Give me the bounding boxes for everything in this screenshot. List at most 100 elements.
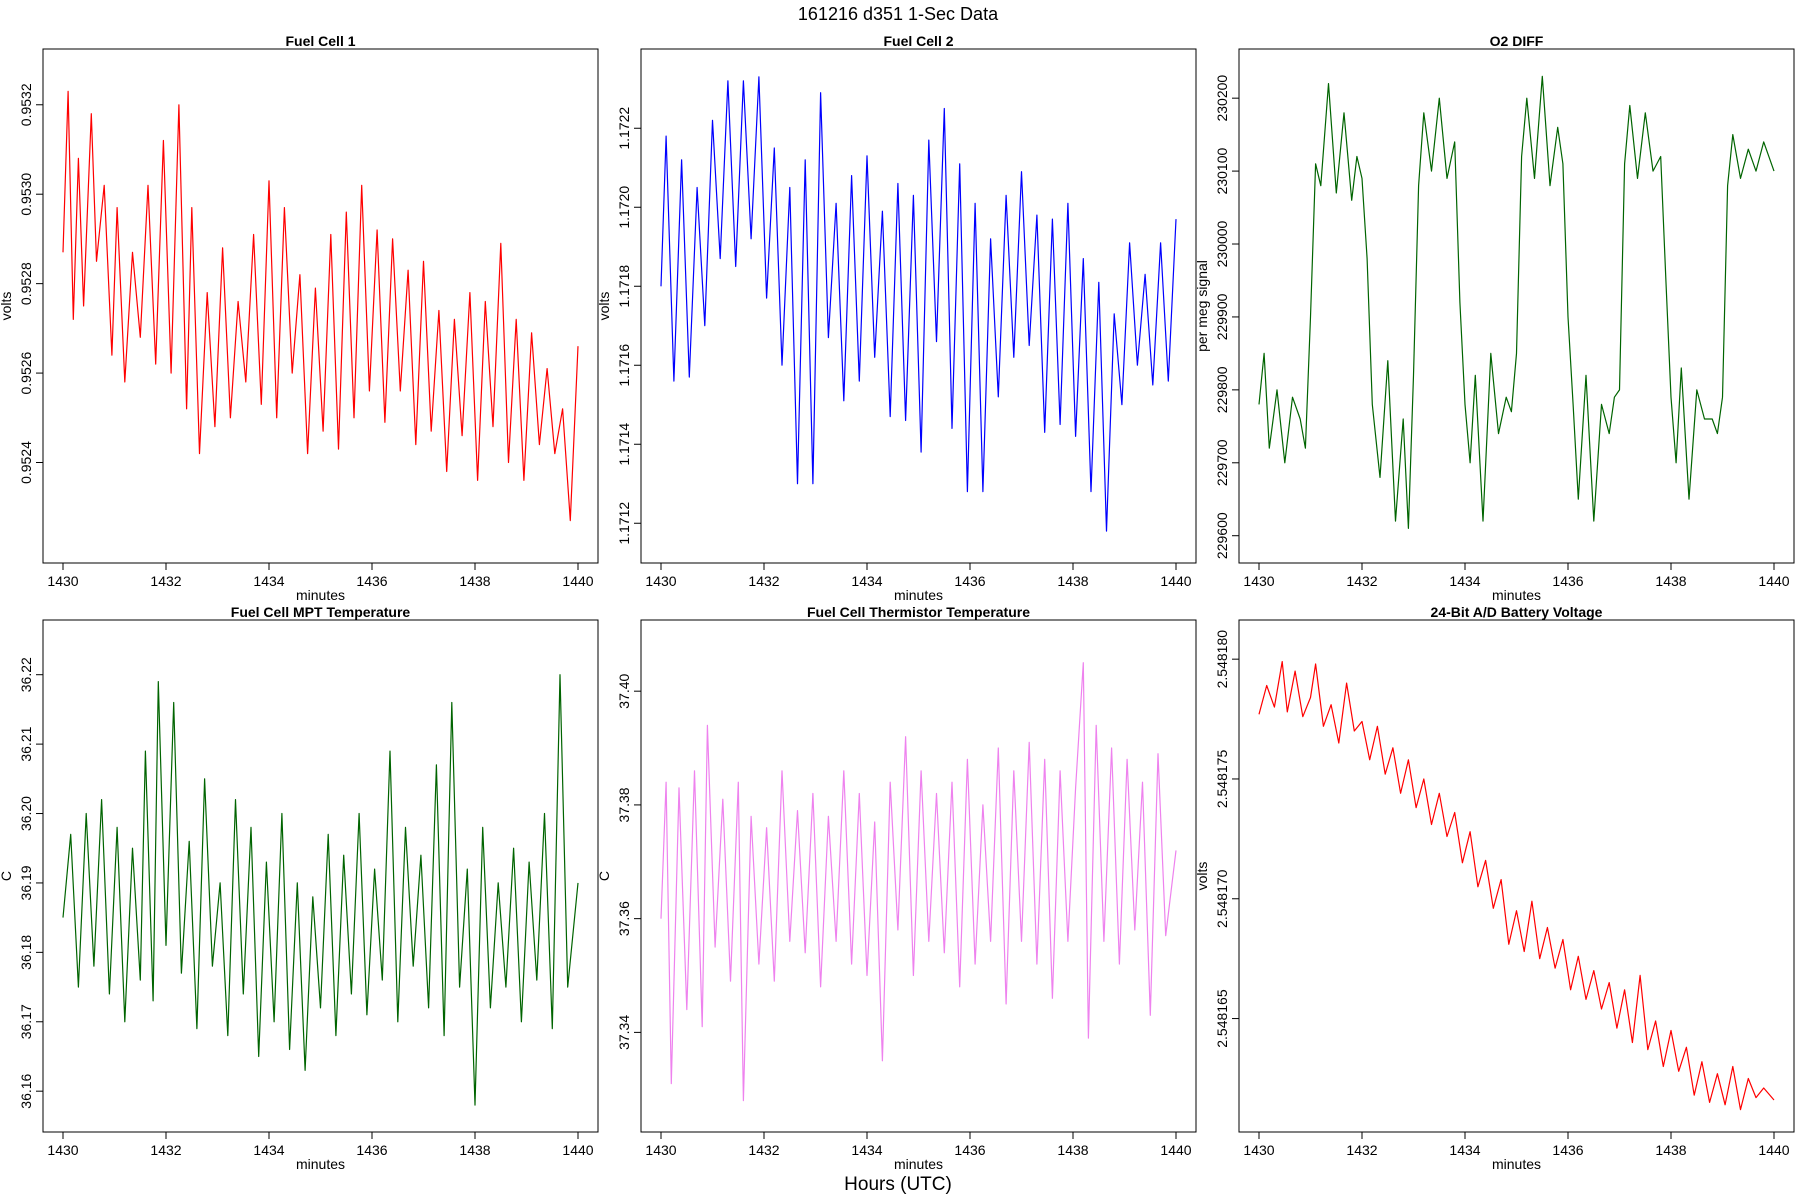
y-tick-label: 37.36 — [616, 901, 632, 936]
x-tick-label: 1434 — [1449, 1142, 1480, 1158]
plot-frame — [640, 619, 1197, 1133]
y-tick-label: 36.18 — [18, 935, 34, 970]
y-tick-label: 230000 — [1214, 220, 1230, 267]
x-tick-label: 1438 — [1057, 1142, 1088, 1158]
y-tick-label: 0.9528 — [18, 262, 34, 305]
plot-frame — [42, 48, 599, 564]
y-tick-label: 36.20 — [18, 796, 34, 831]
x-tick-label: 1438 — [1057, 573, 1088, 589]
x-tick-label: 1432 — [748, 1142, 779, 1158]
y-tick-label: 229600 — [1214, 512, 1230, 559]
y-tick-label: 37.38 — [616, 787, 632, 822]
x-tick-label: 1432 — [150, 1142, 181, 1158]
y-tick-label: 229700 — [1214, 439, 1230, 486]
y-tick-label: 0.9524 — [18, 441, 34, 484]
x-axis-label: minutes — [1492, 587, 1541, 603]
x-tick-label: 1432 — [1346, 1142, 1377, 1158]
y-tick-label: 2.548175 — [1214, 750, 1230, 809]
series-line-1 — [660, 662, 1177, 1102]
x-tick-label: 1438 — [1655, 573, 1686, 589]
y-tick-label: 1.1714 — [616, 423, 632, 466]
series-line-1 — [1258, 660, 1775, 1111]
panel-title: Fuel Cell MPT Temperature — [231, 604, 411, 620]
series-line-1 — [62, 674, 579, 1106]
y-tick-label: 36.17 — [18, 1004, 34, 1039]
panel-title: Fuel Cell 1 — [285, 33, 355, 49]
x-tick-label: 1440 — [1758, 573, 1789, 589]
x-axis-label: minutes — [296, 1156, 345, 1172]
y-tick-label: 0.9526 — [18, 351, 34, 394]
x-tick-label: 1430 — [47, 573, 78, 589]
y-tick-label: 37.40 — [616, 673, 632, 708]
x-tick-label: 1438 — [1655, 1142, 1686, 1158]
panel-title: Fuel Cell Thermistor Temperature — [807, 604, 1030, 620]
x-tick-label: 1440 — [1160, 1142, 1191, 1158]
chart-panels: Fuel Cell 1 1430 1432 1434 1436 1438 1440 minut… — [0, 33, 1795, 1172]
y-tick-label: 229800 — [1214, 366, 1230, 413]
y-axis-label: per meg signal — [1194, 260, 1210, 352]
x-tick-label: 1432 — [1346, 573, 1377, 589]
y-tick-label: 0.9532 — [18, 83, 34, 126]
x-tick-label: 1440 — [1758, 1142, 1789, 1158]
y-tick-label: 37.34 — [616, 1015, 632, 1050]
y-tick-label: 1.1722 — [616, 107, 632, 150]
x-tick-label: 1434 — [253, 573, 284, 589]
plot-frame — [1238, 619, 1795, 1133]
x-tick-label: 1430 — [47, 1142, 78, 1158]
x-tick-label: 1430 — [645, 1142, 676, 1158]
plot-frame — [1238, 48, 1795, 564]
x-tick-label: 1436 — [954, 573, 985, 589]
plot-frame — [42, 619, 599, 1133]
x-tick-label: 1432 — [150, 573, 181, 589]
x-axis-label: minutes — [1492, 1156, 1541, 1172]
panel-title: O2 DIFF — [1490, 33, 1544, 49]
x-axis-label: minutes — [296, 587, 345, 603]
y-tick-label: 36.19 — [18, 865, 34, 900]
x-tick-label: 1430 — [1243, 573, 1274, 589]
y-tick-label: 2.548180 — [1214, 630, 1230, 689]
x-tick-label: 1434 — [1449, 573, 1480, 589]
y-tick-label: 2.548165 — [1214, 989, 1230, 1048]
y-axis-label: volts — [1194, 862, 1210, 891]
figure-title: 161216 d351 1-Sec Data — [798, 4, 999, 24]
x-tick-label: 1440 — [562, 1142, 593, 1158]
x-axis-label: minutes — [894, 587, 943, 603]
chart-panel-2: Fuel Cell 2 1430 1432 1434 1436 1438 1440 minut… — [596, 33, 1197, 603]
y-axis-label: C — [0, 871, 14, 881]
x-tick-label: 1436 — [356, 573, 387, 589]
figure-outer-xlabel: Hours (UTC) — [844, 1174, 952, 1195]
panel-title: 24-Bit A/D Battery Voltage — [1431, 604, 1603, 620]
y-tick-label: 0.9530 — [18, 173, 34, 216]
x-tick-label: 1434 — [851, 573, 882, 589]
y-axis-label: C — [596, 871, 612, 881]
chart-panel-4: Fuel Cell MPT Temperature 1430 1432 1434 143… — [0, 604, 599, 1172]
x-tick-label: 1434 — [851, 1142, 882, 1158]
y-tick-label: 230100 — [1214, 148, 1230, 195]
y-axis-label: volts — [596, 292, 612, 321]
x-axis-label: minutes — [894, 1156, 943, 1172]
x-tick-label: 1438 — [459, 1142, 490, 1158]
y-tick-label: 36.16 — [18, 1073, 34, 1108]
y-tick-label: 36.22 — [18, 657, 34, 692]
y-tick-label: 36.21 — [18, 726, 34, 761]
y-tick-label: 2.548170 — [1214, 869, 1230, 928]
x-tick-label: 1432 — [748, 573, 779, 589]
x-tick-label: 1436 — [954, 1142, 985, 1158]
x-tick-label: 1434 — [253, 1142, 284, 1158]
series-line-1 — [660, 76, 1177, 532]
y-tick-label: 1.1712 — [616, 502, 632, 545]
chart-panel-5: Fuel Cell Thermistor Temperature 1430 1432… — [596, 604, 1197, 1172]
y-tick-label: 1.1718 — [616, 265, 632, 308]
x-tick-label: 1440 — [562, 573, 593, 589]
plot-frame — [640, 48, 1197, 564]
x-tick-label: 1436 — [1552, 573, 1583, 589]
x-tick-label: 1438 — [459, 573, 490, 589]
x-tick-label: 1436 — [356, 1142, 387, 1158]
series-line-1 — [1258, 75, 1775, 530]
y-tick-label: 1.1716 — [616, 344, 632, 387]
x-tick-label: 1430 — [1243, 1142, 1274, 1158]
y-axis-label: volts — [0, 292, 14, 321]
x-tick-label: 1436 — [1552, 1142, 1583, 1158]
